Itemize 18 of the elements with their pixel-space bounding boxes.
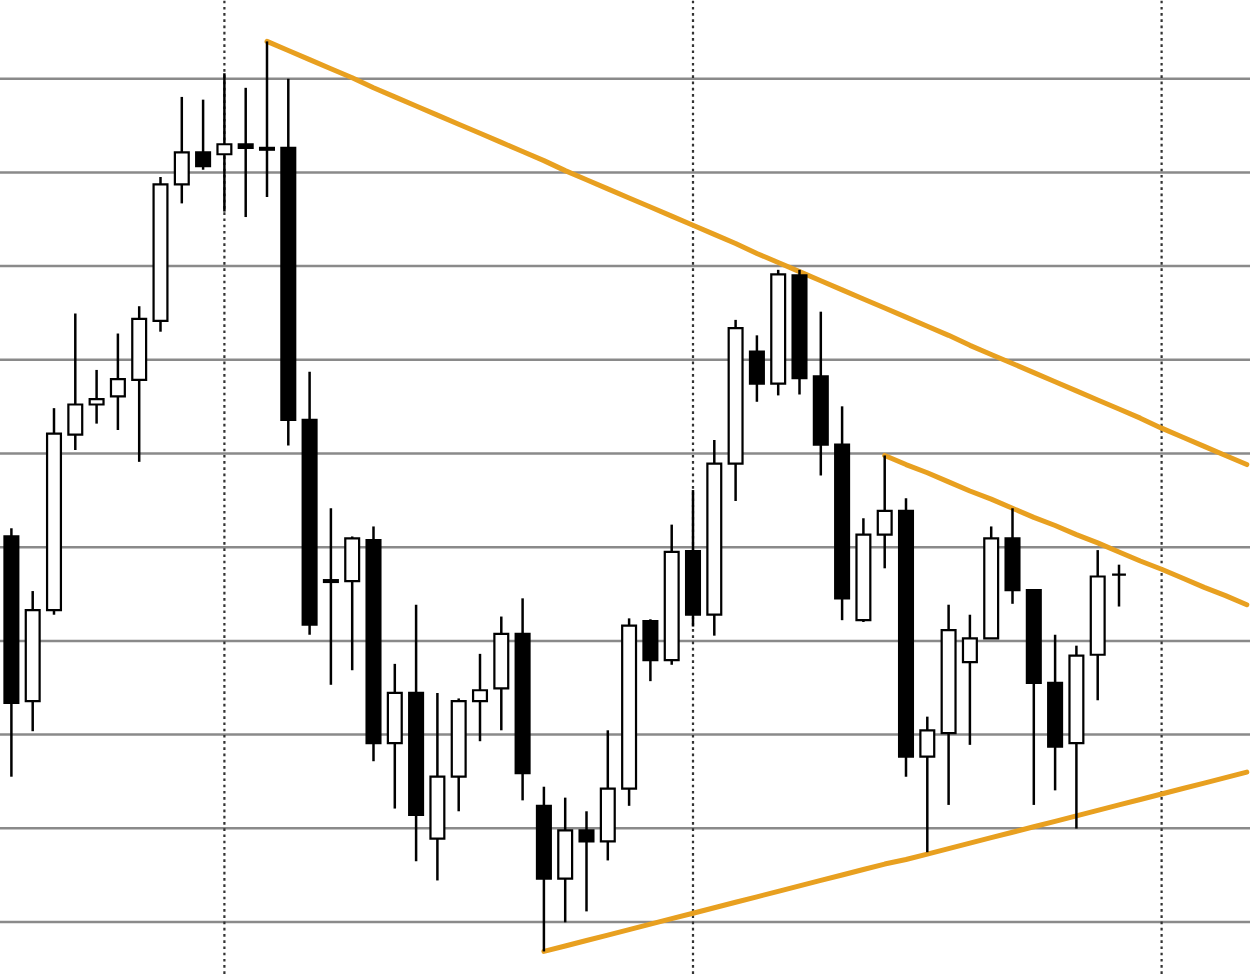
- candlestick: [322, 507, 339, 687]
- candlestick: [876, 454, 893, 570]
- candlestick: [344, 535, 361, 672]
- candlestick: [67, 312, 84, 452]
- candlestick: [88, 368, 105, 425]
- candlestick: [173, 95, 190, 205]
- candlestick: [258, 40, 276, 199]
- candlestick: [195, 98, 212, 171]
- candlestick: [748, 334, 765, 404]
- candlestick: [216, 72, 233, 213]
- candlestick: [109, 332, 126, 432]
- candlestick: [578, 810, 595, 913]
- candlestick: [471, 652, 489, 743]
- candlestick: [642, 618, 659, 683]
- candlestick: [1110, 563, 1128, 608]
- candlestick: [237, 86, 254, 219]
- candlestick: [919, 715, 936, 854]
- candlestick: [961, 613, 978, 747]
